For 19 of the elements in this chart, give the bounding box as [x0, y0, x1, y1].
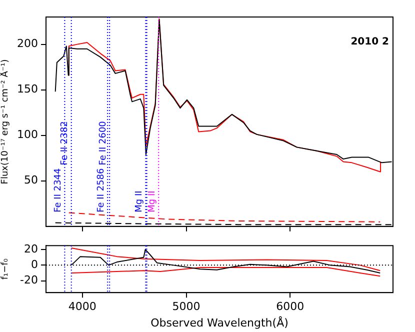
y-axis-title: f₁−f₀ [0, 258, 11, 280]
x-axis-title: Observed Wavelength(Å) [150, 315, 288, 330]
annotation: 2010 2 [350, 36, 390, 48]
y-tick-label: 100 [17, 128, 38, 142]
ref-line-label: Mg II [147, 190, 158, 212]
ref-line-label: Fe II 2344 [54, 168, 64, 212]
y-tick-label: 0 [31, 258, 38, 272]
x-tick-label: 6000 [276, 300, 304, 314]
y-tick-label: 50 [24, 174, 38, 187]
y-tick-label: 200 [17, 37, 38, 50]
ref-line-label: Mg II [134, 190, 145, 212]
y-tick-label: 20 [24, 242, 38, 256]
y-tick-label: -20 [20, 274, 38, 287]
x-tick-label: 5000 [172, 300, 200, 314]
ref-line-label: Fe II 2586 [96, 168, 106, 212]
ref-line-label: Fe II 2600 [98, 120, 108, 166]
ref-line-label: Fe II 2382 [60, 121, 70, 166]
x-tick-label: 4000 [68, 300, 96, 314]
y-tick-label: 150 [17, 82, 38, 96]
